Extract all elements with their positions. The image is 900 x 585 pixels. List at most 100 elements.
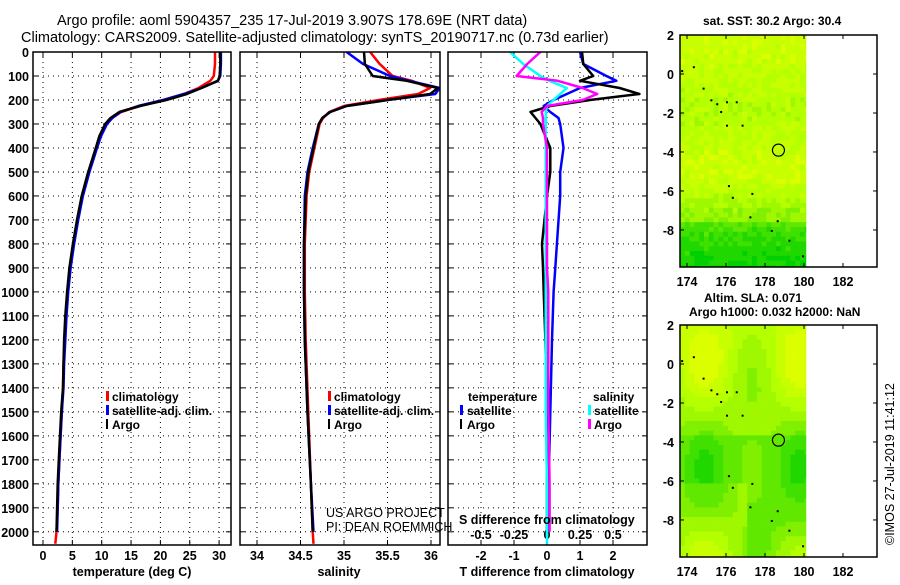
map-cell [795, 329, 801, 335]
map-cell [752, 382, 758, 388]
map-cell [776, 49, 782, 55]
map-cell [694, 135, 700, 141]
map-cell [718, 329, 724, 335]
map-cell [795, 377, 801, 383]
map-cell [704, 246, 710, 252]
map-cell [785, 121, 791, 127]
map-cell [723, 517, 729, 523]
map-cell [680, 193, 686, 199]
map-cell [747, 325, 753, 331]
map-cell [732, 507, 738, 513]
map-cell [752, 73, 758, 79]
argo-profile-location-marker [771, 433, 786, 447]
map-cell [780, 488, 786, 494]
map-cell [766, 521, 772, 527]
map-cell [780, 155, 786, 161]
map-cell [795, 207, 801, 213]
map-cell [689, 107, 695, 113]
map-cell [742, 68, 748, 74]
map-cell [713, 526, 719, 532]
map-cell [723, 39, 729, 45]
map-cell [752, 236, 758, 242]
island-marker [681, 360, 684, 363]
map-cell [742, 373, 748, 379]
map-cell [708, 126, 714, 132]
map-cell [804, 183, 807, 189]
map-cell [790, 401, 796, 407]
island-marker [692, 356, 695, 359]
map-cell [723, 478, 729, 484]
map-cell [756, 401, 762, 407]
map-cell [737, 531, 743, 537]
map-cell [689, 39, 695, 45]
map-cell [752, 421, 758, 427]
map-cell [800, 464, 806, 470]
map-cell [800, 401, 806, 407]
map-cell [708, 87, 714, 93]
island-marker [731, 196, 734, 199]
x-tick-label: -1 [508, 549, 519, 563]
map-cell [699, 169, 705, 175]
map-cell [680, 121, 686, 127]
map-cell [737, 131, 743, 137]
map-cell [708, 159, 714, 165]
map-cell [699, 368, 705, 374]
map-cell [766, 227, 772, 233]
map-cell [718, 373, 724, 379]
map-cell [766, 188, 772, 194]
map-x-tick-label: 176 [716, 565, 737, 579]
map-cell [795, 373, 801, 379]
map-cell [761, 140, 767, 146]
map-cell [718, 188, 724, 194]
map-cell [718, 174, 724, 180]
map-cell [684, 59, 690, 65]
map-cell [718, 497, 724, 503]
map-cell [732, 454, 738, 460]
map-cell [780, 73, 786, 79]
map-cell [756, 255, 762, 261]
map-cell [785, 241, 791, 247]
map-cell [704, 358, 710, 364]
map-cell [795, 241, 801, 247]
map-cell [761, 135, 767, 141]
map-cell [776, 164, 782, 170]
map-cell [723, 107, 729, 113]
map-cell [689, 49, 695, 55]
map-cell [704, 392, 710, 398]
map-cell [790, 502, 796, 508]
map-cell [780, 373, 786, 379]
map-cell [742, 140, 748, 146]
map-cell [704, 541, 710, 547]
map-cell [761, 449, 767, 455]
map-cell [790, 440, 796, 446]
map-cell [694, 207, 700, 213]
map-cell [804, 368, 807, 374]
map-cell [694, 92, 700, 98]
map-cell [756, 473, 762, 479]
map-cell [752, 334, 758, 340]
map-cell [752, 212, 758, 218]
map-cell [699, 411, 705, 417]
map-cell [761, 111, 767, 117]
map-cell [708, 241, 714, 247]
salinity-series [302, 52, 440, 544]
map-cell [689, 550, 695, 556]
map-cell [737, 401, 743, 407]
map-cell [742, 174, 748, 180]
map-cell [790, 116, 796, 122]
map-cell [728, 329, 734, 335]
map-cell [723, 212, 729, 218]
map-cell [752, 135, 758, 141]
map-cell [800, 203, 806, 209]
map-cell [680, 421, 686, 427]
map-cell [766, 222, 772, 228]
map-frame [679, 34, 878, 268]
map-cell [732, 159, 738, 165]
map-cell [776, 358, 782, 364]
map-cell [780, 502, 786, 508]
map-cell [732, 44, 738, 50]
legend-title-temperature: temperature [468, 390, 538, 404]
map-cell [752, 198, 758, 204]
legend-swatch-s-satellite [588, 405, 591, 415]
map-cell [800, 358, 806, 364]
